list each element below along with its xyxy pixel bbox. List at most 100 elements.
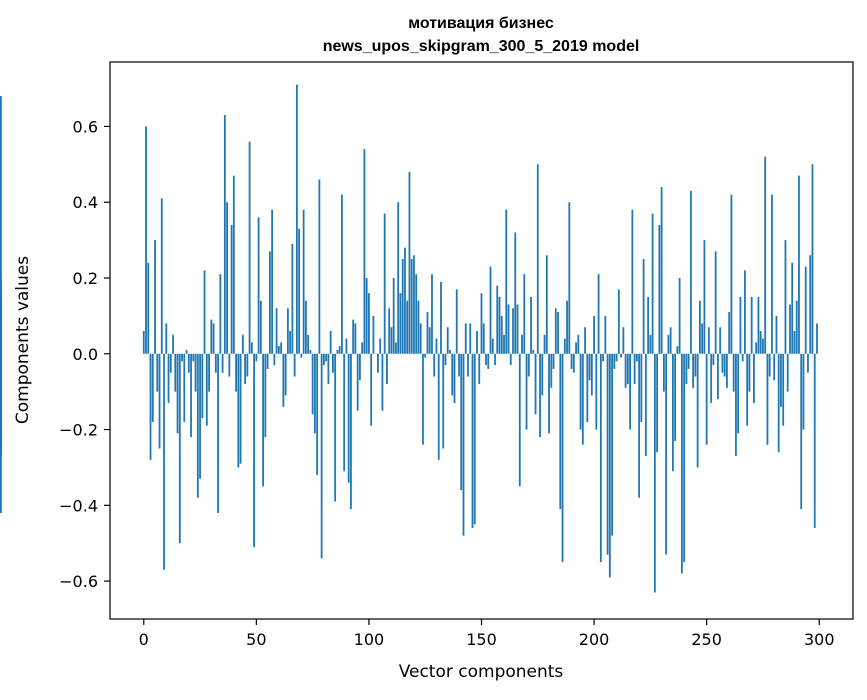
bar-222 xyxy=(643,259,645,354)
bar-4 xyxy=(152,354,154,422)
bar-77 xyxy=(316,354,318,475)
bar-272 xyxy=(755,342,757,353)
bar-192 xyxy=(575,342,577,353)
bar-21 xyxy=(190,354,192,437)
bar-277 xyxy=(767,354,769,445)
bar-273 xyxy=(758,297,760,354)
y-tick-label: 0.0 xyxy=(73,345,98,364)
bar-12 xyxy=(170,354,172,373)
bar-71 xyxy=(303,210,305,354)
bar-139 xyxy=(456,289,458,353)
bar-174 xyxy=(535,354,537,415)
bar-150 xyxy=(481,293,483,354)
bar-58 xyxy=(273,354,275,365)
bar-76 xyxy=(314,354,316,434)
bar-287 xyxy=(789,305,791,354)
x-tick-label: 100 xyxy=(354,630,385,649)
bar-276 xyxy=(764,157,766,354)
bar-132 xyxy=(440,282,442,354)
bar-92 xyxy=(350,354,352,509)
bar-48 xyxy=(251,342,253,353)
bar-1 xyxy=(145,126,147,353)
bar-122 xyxy=(418,301,420,354)
bar-61 xyxy=(280,342,282,353)
bar-234 xyxy=(670,327,672,354)
x-tick-label: 200 xyxy=(579,630,610,649)
bar-217 xyxy=(631,210,633,354)
bar-102 xyxy=(373,316,375,354)
bar-142 xyxy=(463,354,465,536)
bar-138 xyxy=(454,354,456,403)
bar-140 xyxy=(458,354,460,377)
bar-165 xyxy=(514,233,516,354)
bar-68 xyxy=(296,85,298,354)
bar-196 xyxy=(584,327,586,354)
bar-98 xyxy=(364,149,366,354)
bar-286 xyxy=(787,354,789,392)
bar-110 xyxy=(391,327,393,354)
bar-159 xyxy=(501,316,503,354)
bar-242 xyxy=(688,354,690,369)
bar-56 xyxy=(269,251,271,353)
bar-64 xyxy=(287,308,289,353)
bar-264 xyxy=(737,354,739,434)
bar-294 xyxy=(805,267,807,354)
bar-266 xyxy=(742,354,744,362)
bar-154 xyxy=(490,267,492,354)
bar-239 xyxy=(681,354,683,574)
bar-45 xyxy=(244,354,246,384)
bar-13 xyxy=(172,335,174,354)
bar-66 xyxy=(291,244,293,354)
bar-256 xyxy=(719,327,721,354)
bar-245 xyxy=(694,354,696,377)
bar-207 xyxy=(609,354,611,578)
bar-101 xyxy=(370,354,372,426)
bar-160 xyxy=(503,335,505,354)
bar-0 xyxy=(143,331,145,354)
bar-261 xyxy=(731,195,733,354)
bar-269 xyxy=(749,354,751,392)
bar-23 xyxy=(195,354,197,392)
bar-175 xyxy=(537,164,539,353)
bar-39 xyxy=(231,225,233,354)
bar-115 xyxy=(402,259,404,354)
bar-163 xyxy=(510,354,512,365)
bar-126 xyxy=(427,312,429,354)
bar-123 xyxy=(420,323,422,353)
y-tick-label: −0.6 xyxy=(59,572,98,591)
bar-120 xyxy=(413,255,415,354)
bar-188 xyxy=(566,301,568,354)
bar-24 xyxy=(197,354,199,498)
bar-16 xyxy=(179,354,181,543)
bar-251 xyxy=(708,327,710,354)
bar-183 xyxy=(555,308,557,353)
x-tick-label: 250 xyxy=(691,630,722,649)
bar-297 xyxy=(812,164,814,353)
bar-113 xyxy=(397,202,399,354)
bar-262 xyxy=(733,354,735,392)
bar-33 xyxy=(217,354,219,513)
bar-11 xyxy=(168,354,170,403)
bar-289 xyxy=(794,331,796,354)
bar-108 xyxy=(386,354,388,384)
bar-114 xyxy=(400,293,402,354)
bar-224 xyxy=(647,297,649,354)
bar-220 xyxy=(638,354,640,498)
bar-136 xyxy=(449,350,451,354)
bar-177 xyxy=(541,354,543,396)
chart-title: мотивация бизнес xyxy=(408,15,554,32)
bar-124 xyxy=(422,354,424,445)
bar-116 xyxy=(404,248,406,354)
bar-87 xyxy=(339,346,341,354)
bar-43 xyxy=(240,354,242,464)
bar-190 xyxy=(571,354,573,369)
bar-170 xyxy=(526,354,528,430)
bar-146 xyxy=(472,354,474,528)
bar-290 xyxy=(796,301,798,354)
bar-259 xyxy=(726,354,728,388)
bar-62 xyxy=(282,354,284,407)
bar-296 xyxy=(809,255,811,354)
bar-168 xyxy=(521,335,523,354)
bar-31 xyxy=(213,323,215,353)
